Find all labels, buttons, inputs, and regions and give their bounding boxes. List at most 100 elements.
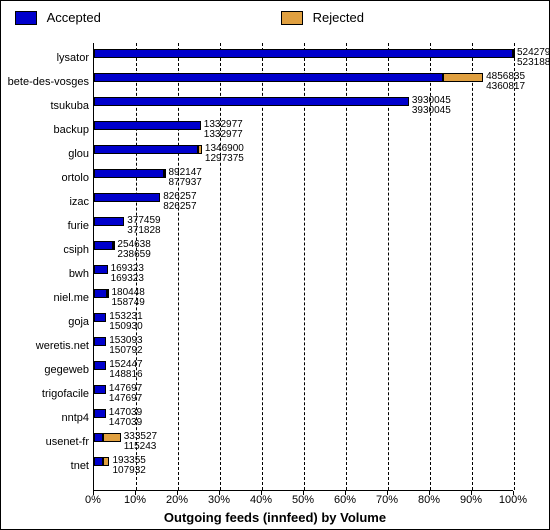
category-label: csiph — [0, 244, 89, 256]
bar-accepted — [94, 433, 103, 442]
plot-area: 52427905231882 48568354360817 393004539300… — [93, 43, 513, 491]
bar-accepted — [94, 265, 108, 274]
bar-group: 254638238659 — [94, 241, 513, 259]
bar-group: 39300453930045 — [94, 97, 513, 115]
x-tick-label: 90% — [460, 494, 482, 506]
legend-item-rejected: Rejected — [281, 9, 364, 25]
y-axis-labels: lysator bete-des-vosges tsukuba backup glou o… — [1, 43, 91, 491]
value-accepted: 3930045 — [412, 106, 451, 116]
x-tick-label: 40% — [250, 494, 272, 506]
bar-accepted — [94, 97, 409, 106]
x-tick-label: 80% — [418, 494, 440, 506]
value-accepted: 150792 — [109, 346, 142, 356]
bar-rejected — [164, 169, 166, 178]
bar-rejected — [198, 145, 202, 154]
bar-group: 52427905231882 — [94, 49, 513, 67]
category-label: lysator — [0, 52, 89, 64]
bar-group: 826257826257 — [94, 193, 513, 211]
value-accepted: 1297375 — [205, 154, 244, 164]
value-accepted: 169323 — [111, 274, 144, 284]
legend-label-rejected: Rejected — [313, 10, 364, 25]
category-label: izac — [0, 196, 89, 208]
value-accepted: 158749 — [111, 298, 144, 308]
bar-accepted — [94, 337, 106, 346]
value-accepted: 147697 — [109, 394, 142, 404]
bar-accepted — [94, 217, 124, 226]
bar-group: 13469001297375 — [94, 145, 513, 163]
bar-accepted — [94, 361, 106, 370]
category-label: usenet-fr — [0, 436, 89, 448]
bar-group: 13329771332977 — [94, 121, 513, 139]
x-tick-label: 10% — [124, 494, 146, 506]
bar-group: 153093150792 — [94, 337, 513, 355]
bar-group: 169323169323 — [94, 265, 513, 283]
chart-container: Accepted Rejected lysator bete-des-vosges… — [0, 0, 550, 530]
bar-rejected — [443, 73, 483, 82]
category-label: backup — [0, 124, 89, 136]
category-label: goja — [0, 316, 89, 328]
bar-group: 48568354360817 — [94, 73, 513, 91]
value-accepted: 877937 — [168, 178, 201, 188]
bar-accepted — [94, 313, 106, 322]
legend: Accepted Rejected — [1, 9, 549, 33]
gridline — [514, 43, 515, 490]
bar-accepted — [94, 49, 513, 58]
bar-accepted — [94, 73, 443, 82]
value-accepted: 147039 — [109, 418, 142, 428]
category-label: gegeweb — [0, 364, 89, 376]
bar-accepted — [94, 121, 201, 130]
bar-accepted — [94, 457, 103, 466]
bar-rejected — [513, 49, 515, 58]
bar-accepted — [94, 193, 160, 202]
category-label: nntp4 — [0, 412, 89, 424]
value-accepted: 5231882 — [517, 58, 550, 68]
bar-group: 180448158749 — [94, 289, 513, 307]
x-tick-label: 0% — [85, 494, 101, 506]
bar-accepted — [94, 409, 106, 418]
category-label: furie — [0, 220, 89, 232]
value-accepted: 4360817 — [486, 82, 525, 92]
value-accepted: 1332977 — [204, 130, 243, 140]
x-tick-label: 20% — [166, 494, 188, 506]
bar-group: 333527115243 — [94, 433, 513, 451]
bar-group: 193355107932 — [94, 457, 513, 475]
x-tick-label: 60% — [334, 494, 356, 506]
category-label: ortolo — [0, 172, 89, 184]
bar-rejected — [107, 289, 109, 298]
category-label: glou — [0, 148, 89, 160]
value-accepted: 150930 — [109, 322, 142, 332]
category-label: bwh — [0, 268, 89, 280]
bar-group: 892147877937 — [94, 169, 513, 187]
legend-item-accepted: Accepted — [15, 9, 101, 25]
bar-group: 147697147697 — [94, 385, 513, 403]
x-axis-labels: 0%10%20%30%40%50%60%70%80%90%100% — [93, 494, 513, 510]
category-label: tnet — [0, 460, 89, 472]
category-label: niel.me — [0, 292, 89, 304]
legend-label-accepted: Accepted — [47, 10, 101, 25]
legend-swatch-rejected — [281, 11, 303, 25]
x-tick-label: 30% — [208, 494, 230, 506]
value-accepted: 107932 — [112, 466, 145, 476]
category-label: bete-des-vosges — [0, 76, 89, 88]
category-label: trigofacile — [0, 388, 89, 400]
value-accepted: 371828 — [127, 226, 160, 236]
value-accepted: 115243 — [124, 442, 157, 452]
bar-group: 153231150930 — [94, 313, 513, 331]
value-accepted: 826257 — [163, 202, 196, 212]
bar-accepted — [94, 145, 198, 154]
bar-accepted — [94, 289, 107, 298]
x-tick-label: 70% — [376, 494, 398, 506]
x-tick-label: 100% — [499, 494, 527, 506]
bar-group: 377459371828 — [94, 217, 513, 235]
category-label: weretis.net — [0, 340, 89, 352]
x-tick-label: 50% — [292, 494, 314, 506]
value-accepted: 148816 — [109, 370, 142, 380]
chart-title: Outgoing feeds (innfeed) by Volume — [1, 510, 549, 525]
legend-swatch-accepted — [15, 11, 37, 25]
bar-group: 147039147039 — [94, 409, 513, 427]
category-label: tsukuba — [0, 100, 89, 112]
bar-accepted — [94, 169, 164, 178]
bar-accepted — [94, 241, 113, 250]
bar-rejected — [113, 241, 115, 250]
bar-group: 152447148816 — [94, 361, 513, 379]
